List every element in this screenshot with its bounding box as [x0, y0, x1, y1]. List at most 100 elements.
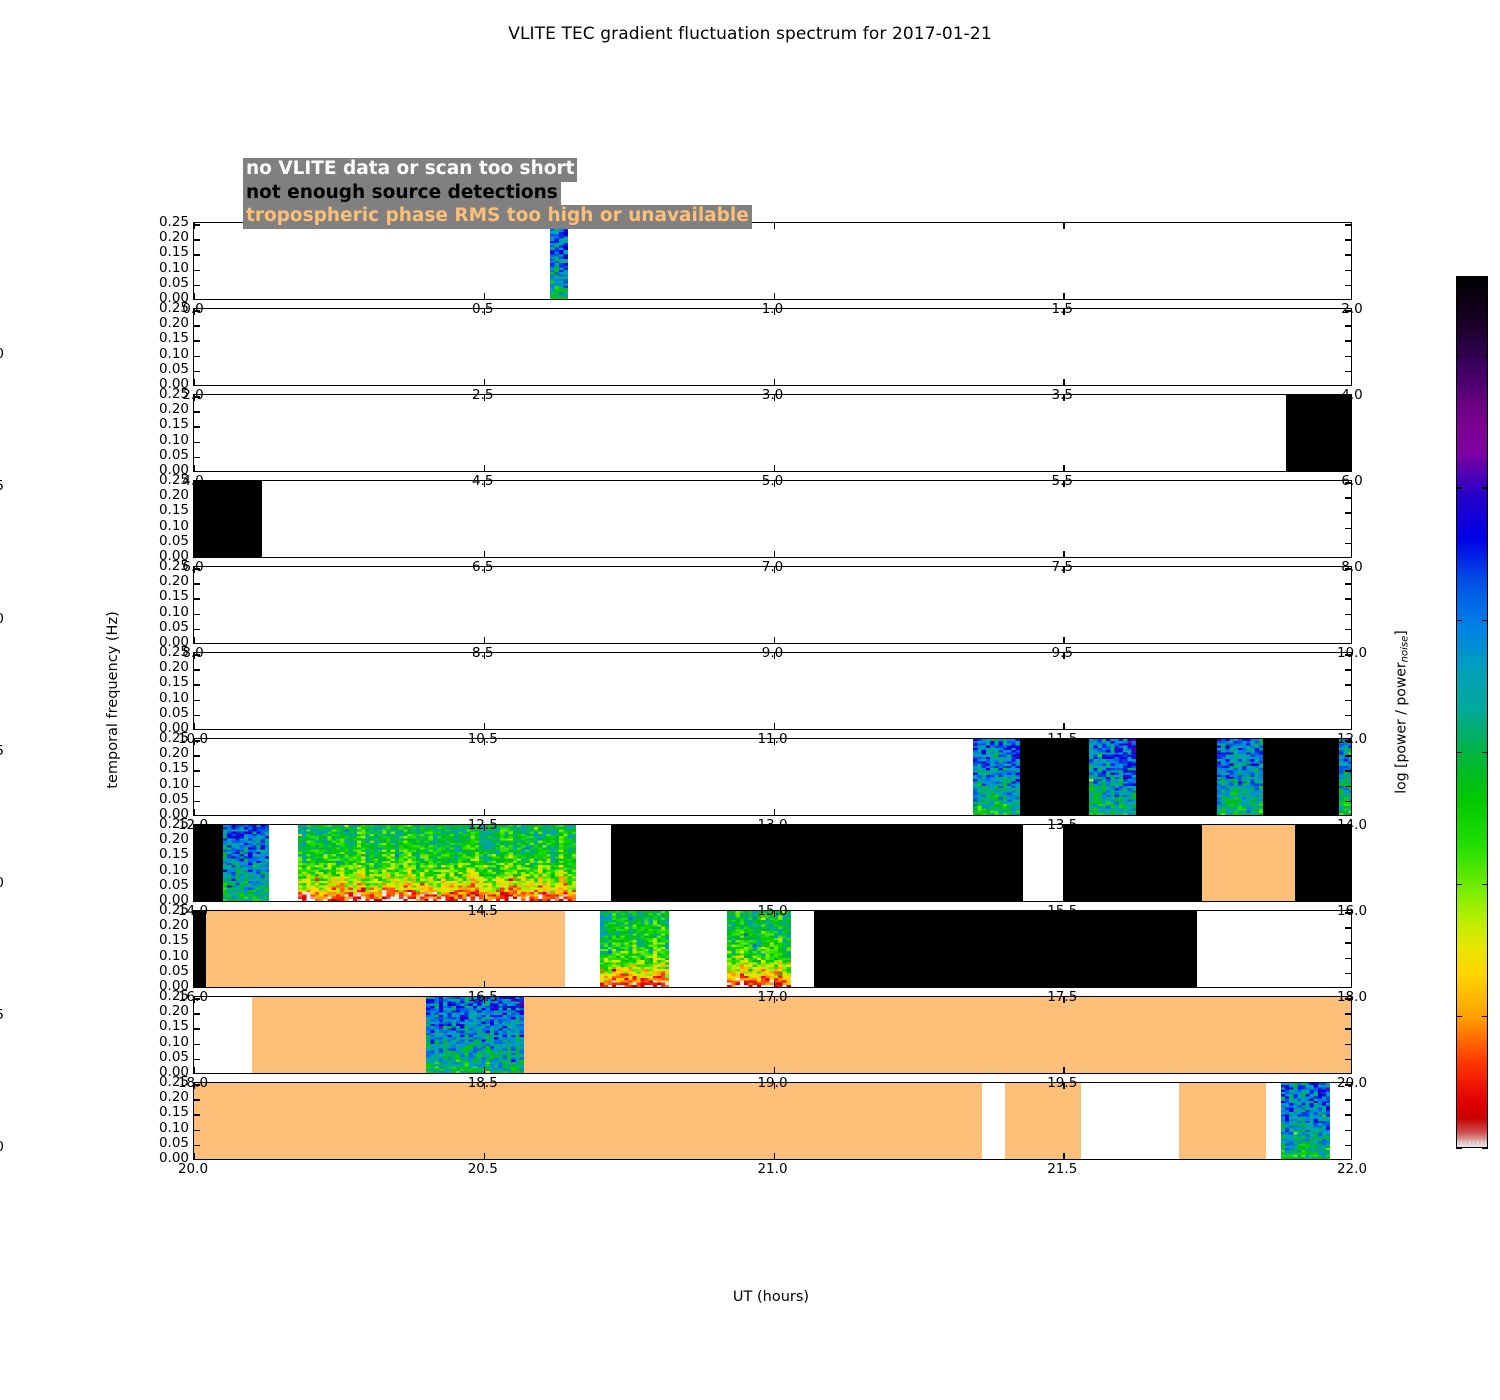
x-tick-label: 11.0 — [757, 731, 788, 747]
x-tick — [194, 739, 196, 745]
y-tick-label: 0.25 — [158, 644, 189, 661]
y-tick-label: 0.00 — [158, 805, 189, 822]
x-tick — [194, 223, 196, 229]
y-tick — [194, 1099, 200, 1101]
x-tick — [194, 1083, 196, 1089]
block-tropo-rms — [251, 997, 426, 1073]
spectrogram-panel[interactable] — [193, 480, 1352, 558]
y-tick-label: 0.10 — [158, 861, 189, 878]
colorbar-label-main: log [power / power — [1393, 662, 1410, 794]
spectrogram-panel[interactable] — [193, 652, 1352, 730]
legend-item-tropo-rms: tropospheric phase RMS too high or unava… — [243, 205, 752, 229]
x-tick-label: 15.0 — [757, 903, 788, 919]
y-tick-label: 0.25 — [158, 988, 189, 1005]
block-tropo-rms — [1005, 1083, 1081, 1159]
x-tick — [194, 825, 196, 831]
x-tick-label: 8.5 — [472, 645, 494, 661]
y-tick — [1345, 355, 1351, 357]
x-tick-label: 21.0 — [757, 1161, 788, 1177]
x-tick-label: 6.0 — [1341, 473, 1363, 489]
y-tick — [194, 669, 200, 671]
y-tick — [1345, 396, 1351, 398]
legend-item-no-data: no VLITE data or scan too short — [243, 158, 578, 182]
x-tick — [773, 723, 775, 729]
panel-content — [194, 739, 1351, 815]
x-tick-label: 9.0 — [761, 645, 784, 661]
x-tick-label: 21.5 — [1047, 1161, 1078, 1177]
x-tick-label: 17.5 — [1047, 989, 1078, 1005]
legend: no VLITE data or scan too short not enou… — [243, 158, 752, 229]
x-tick — [1063, 911, 1065, 917]
y-tick — [1345, 239, 1351, 241]
spectrogram-panel[interactable] — [193, 996, 1352, 1074]
colorbar-label-tail: ] — [1393, 630, 1410, 636]
y-tick-label: 0.25 — [158, 1074, 189, 1091]
panel-content — [194, 395, 1351, 471]
y-tick-label: 0.15 — [158, 1104, 189, 1121]
y-tick — [194, 1129, 200, 1131]
y-tick — [1345, 957, 1351, 959]
x-tick — [1063, 723, 1065, 729]
x-tick — [483, 465, 486, 471]
colorbar-tick — [1456, 751, 1462, 753]
x-tick — [1063, 809, 1065, 815]
panel-content — [194, 481, 1351, 557]
y-tick — [194, 310, 200, 312]
x-tick — [773, 379, 775, 385]
y-tick — [194, 871, 200, 873]
y-tick-label: 0.05 — [158, 876, 189, 893]
spectrogram-panel[interactable] — [193, 222, 1352, 300]
y-tick-label: 0.10 — [158, 1033, 189, 1050]
x-tick — [773, 1067, 775, 1073]
spectrogram-panel[interactable] — [193, 824, 1352, 902]
y-tick-label: 0.20 — [158, 401, 189, 418]
colorbar-tick — [1456, 1148, 1462, 1150]
spectrogram-panel[interactable] — [193, 308, 1352, 386]
y-tick-label: 0.10 — [158, 345, 189, 362]
x-tick — [194, 997, 196, 1003]
x-tick — [194, 1067, 196, 1073]
colorbar-tick-label: 1.5 — [0, 480, 4, 494]
x-tick — [1063, 293, 1065, 299]
spectrogram-panel[interactable] — [193, 566, 1352, 644]
x-tick-label: 17.0 — [757, 989, 788, 1005]
y-tick — [194, 714, 200, 716]
x-tick — [483, 997, 486, 1003]
y-tick — [1345, 785, 1351, 787]
x-tick — [194, 551, 196, 557]
x-tick — [194, 309, 196, 315]
x-tick — [773, 1153, 775, 1159]
y-tick-label: 0.20 — [158, 1089, 189, 1106]
colorbar-tick-label: 2.0 — [0, 348, 4, 362]
y-tick — [194, 482, 200, 484]
x-tick-label: 11.5 — [1047, 731, 1078, 747]
block-spectrum — [727, 911, 791, 987]
x-tick-label: 5.5 — [1051, 473, 1073, 489]
x-tick — [194, 981, 196, 987]
colorbar-label-subscript: noise — [1399, 635, 1411, 663]
block-spectrum — [1216, 739, 1264, 815]
x-tick-label: 12.0 — [177, 817, 209, 833]
x-tick — [773, 653, 775, 659]
y-tick — [1345, 568, 1351, 570]
colorbar-tick — [1456, 355, 1462, 357]
y-tick-label: 0.20 — [158, 831, 189, 848]
spectrogram-panel[interactable] — [193, 394, 1352, 472]
spectrogram-panel[interactable] — [193, 738, 1352, 816]
colorbar-tick-label: -1.0 — [0, 1140, 4, 1155]
block-spectrum — [599, 911, 670, 987]
spectrogram-panel[interactable] — [193, 1082, 1352, 1160]
y-tick-label: 0.20 — [158, 487, 189, 504]
y-tick — [1345, 699, 1351, 701]
y-tick — [194, 411, 200, 413]
y-tick — [194, 785, 200, 787]
x-tick — [483, 825, 486, 831]
y-tick — [194, 583, 200, 585]
colorbar-tick — [1456, 487, 1462, 489]
y-tick — [1345, 826, 1351, 828]
x-tick — [773, 739, 775, 745]
spectrogram-panel[interactable] — [193, 910, 1352, 988]
x-tick-label: 8.0 — [182, 645, 204, 661]
y-tick-label: 0.05 — [158, 360, 189, 377]
